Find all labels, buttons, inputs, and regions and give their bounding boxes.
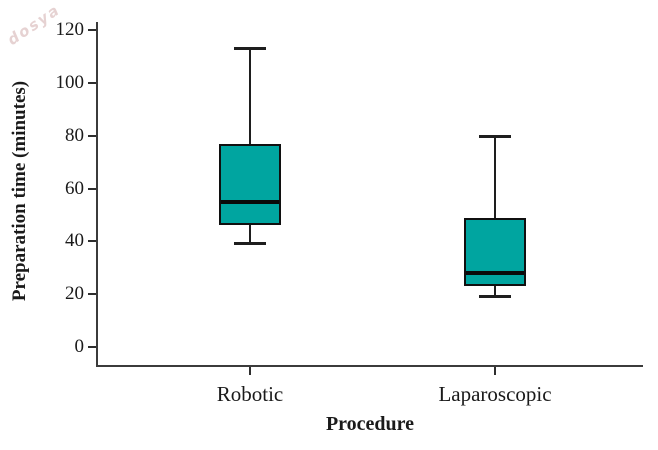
- y-tick-mark: [88, 187, 96, 190]
- y-tick-mark: [88, 346, 96, 348]
- x-axis-line: [96, 365, 643, 367]
- lower-whisker: [249, 225, 251, 244]
- upper-whisker-cap: [234, 47, 266, 51]
- y-tick-label: 0: [74, 336, 85, 357]
- x-tick-label: Robotic: [216, 382, 284, 406]
- y-tick-mark: [88, 81, 96, 84]
- y-tick-label: 40: [65, 230, 84, 252]
- y-axis-line: [96, 22, 98, 367]
- x-axis-title: Procedure: [325, 413, 415, 435]
- median-line: [466, 271, 524, 276]
- median-line: [221, 199, 279, 204]
- y-tick-label: 20: [65, 283, 84, 305]
- y-tick-mark: [88, 240, 96, 243]
- lower-whisker-cap: [479, 294, 511, 298]
- upper-whisker: [249, 48, 251, 144]
- y-tick-label: 80: [65, 124, 84, 146]
- iqr-box-laparoscopic: [464, 217, 526, 287]
- x-tick-mark: [494, 367, 496, 375]
- x-tick-mark: [249, 367, 251, 375]
- y-tick-mark: [88, 134, 96, 137]
- y-tick-mark: [88, 29, 96, 31]
- upper-whisker: [494, 135, 496, 218]
- y-tick-label: 120: [55, 19, 85, 40]
- lower-whisker-cap: [234, 241, 266, 245]
- iqr-box-robotic: [219, 143, 281, 226]
- upper-whisker-cap: [479, 134, 511, 138]
- y-tick-label: 100: [55, 71, 85, 93]
- lower-whisker: [494, 286, 496, 297]
- y-tick-label: 60: [65, 177, 84, 199]
- y-tick-mark: [88, 293, 96, 296]
- x-tick-label: Laparoscopic: [438, 382, 552, 406]
